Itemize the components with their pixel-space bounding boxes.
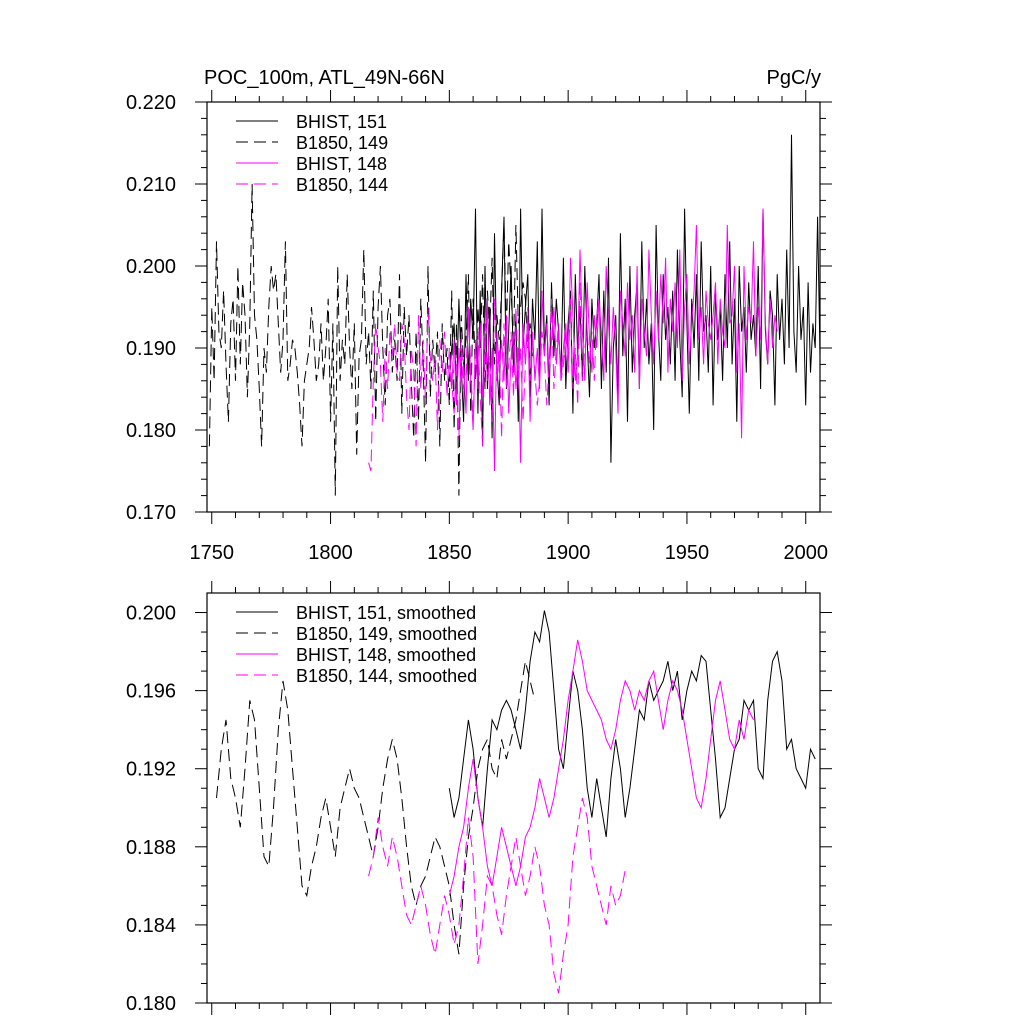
y-tick-label: 0.220 <box>126 92 176 114</box>
y-tick-label: 0.190 <box>126 338 176 360</box>
y-tick-label: 0.200 <box>126 603 176 625</box>
legend-label: BHIST, 148 <box>296 154 387 174</box>
legend-label: BHIST, 148, smoothed <box>296 645 476 665</box>
series-line <box>208 183 533 496</box>
plot-frame <box>206 101 821 513</box>
series-line <box>448 610 816 838</box>
series-line <box>216 661 536 955</box>
x-tick-label: 1850 <box>427 542 472 564</box>
series-line <box>448 639 754 896</box>
plot-title: POC_100m, ATL_49N-66N <box>204 67 445 89</box>
y-tick-label: 0.196 <box>126 681 176 703</box>
legend-label: B1850, 149 <box>296 133 388 153</box>
x-tick-label: 1950 <box>665 542 710 564</box>
series-line <box>448 208 778 472</box>
x-tick-label: 1750 <box>190 542 235 564</box>
y-tick-label: 0.180 <box>126 993 176 1015</box>
y-tick-label: 0.192 <box>126 759 176 781</box>
bottom-panel: 0.180 0.184 0.188 0.192 0.196 0.200 BHIST, 151… <box>126 581 832 1015</box>
legend-label: B1850, 144, smoothed <box>296 666 477 686</box>
series-line <box>368 797 626 994</box>
y-tick-label: 0.170 <box>126 502 176 524</box>
y-tick-label: 0.200 <box>126 256 176 278</box>
y-tick-label: 0.180 <box>126 420 176 442</box>
x-tick-label: 2000 <box>783 542 828 564</box>
series-line <box>368 282 600 472</box>
y-tick-label: 0.210 <box>126 174 176 196</box>
y-tick-label: 0.188 <box>126 837 176 859</box>
legend-label: B1850, 149, smoothed <box>296 624 477 644</box>
legend-label: B1850, 144 <box>296 175 388 195</box>
plot-frame <box>206 592 821 1004</box>
y-tick-label: 0.184 <box>126 915 176 937</box>
legend-label: BHIST, 151 <box>296 112 387 132</box>
top-panel: 1750 1800 1850 1900 1950 2000 0.170 0.180 0.190 0… <box>126 90 832 564</box>
x-tick-label: 1900 <box>546 542 591 564</box>
units-label: PgC/y <box>767 67 821 89</box>
legend-label: BHIST, 151, smoothed <box>296 603 476 623</box>
x-tick-label: 1800 <box>308 542 353 564</box>
